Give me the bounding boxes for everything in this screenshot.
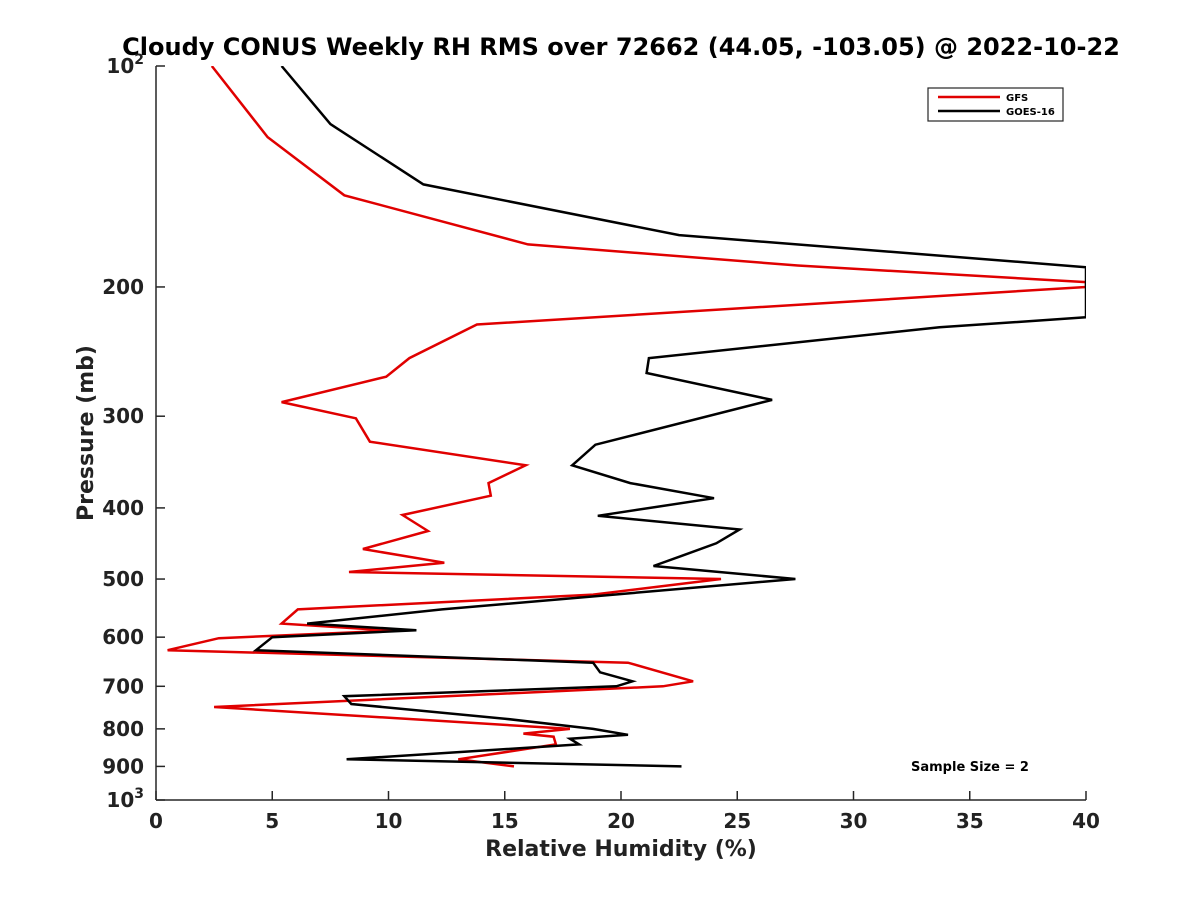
x-tick-label: 5	[265, 809, 279, 833]
x-tick-label: 40	[1072, 809, 1100, 833]
x-tick-label: 25	[723, 809, 751, 833]
legend: GFS GOES-16	[927, 87, 1064, 122]
series-line-gfs	[167, 66, 1086, 768]
sample-size-annotation: Sample Size = 2	[911, 760, 1029, 775]
y-tick-label: 900	[102, 754, 144, 778]
x-tick-label: 30	[840, 809, 868, 833]
y-tick-label: 600	[102, 625, 144, 649]
y-tick-label: 200	[102, 275, 144, 299]
y-tick-label: 500	[102, 567, 144, 591]
series-layer	[167, 66, 1086, 768]
legend-label: GFS	[1006, 93, 1028, 104]
x-tick-label: 35	[956, 809, 984, 833]
y-tick-label: 300	[102, 404, 144, 428]
y-tick-label: 700	[102, 674, 144, 698]
y-tick-label: 400	[102, 496, 144, 520]
legend-box	[927, 87, 1064, 122]
x-tick-label: 15	[491, 809, 519, 833]
x-tick-label: 0	[149, 809, 163, 833]
y-tick-label: 103	[106, 786, 144, 812]
y-axis-label: Pressure (mb)	[74, 345, 99, 521]
series-line-goes-16	[252, 66, 1086, 768]
chart-title: Cloudy CONUS Weekly RH RMS over 72662 (4…	[122, 33, 1120, 61]
legend-label: GOES-16	[1006, 107, 1055, 118]
x-tick-label: 20	[607, 809, 635, 833]
x-axis-label: Relative Humidity (%)	[485, 837, 757, 862]
axes-layer: 0 5 10 15 20 25 30 35 40 102 200 300 400 500 600 700 800…	[102, 52, 1100, 833]
y-tick-label: 102	[106, 52, 144, 78]
x-tick-label: 10	[375, 809, 403, 833]
y-tick-label: 800	[102, 717, 144, 741]
